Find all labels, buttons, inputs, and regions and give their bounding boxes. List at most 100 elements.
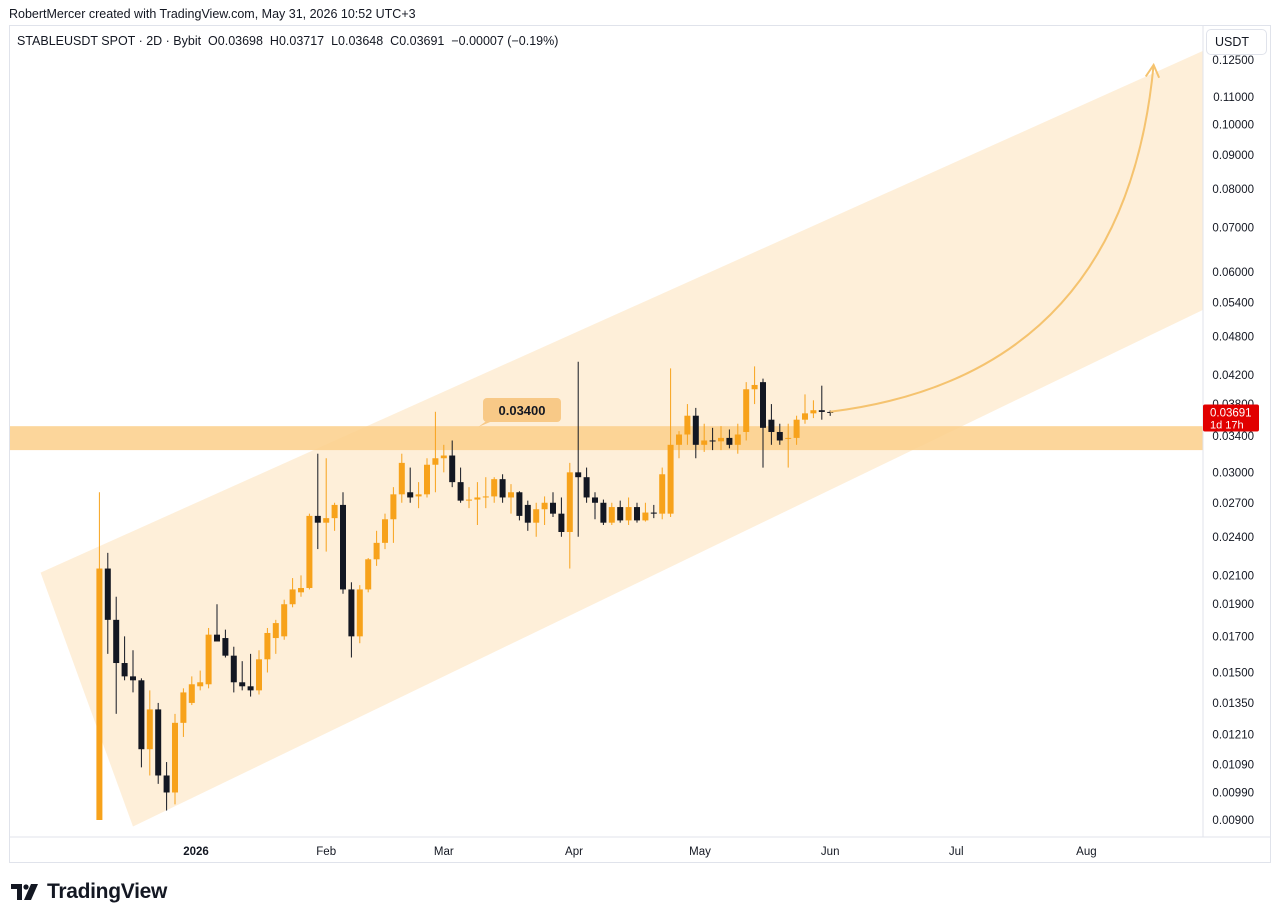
candle (810, 400, 817, 419)
support-zone (10, 426, 1203, 451)
price-tick-label: 0.01090 (1212, 760, 1254, 772)
candle-body (390, 494, 397, 520)
currency-button[interactable]: USDT (1206, 29, 1267, 55)
candle (692, 407, 699, 459)
candle-body (541, 502, 548, 510)
projection-curve (830, 64, 1155, 413)
candle-body (608, 507, 615, 523)
close-value: 0.03691 (399, 34, 445, 48)
candle-body (373, 542, 380, 560)
candle (298, 575, 304, 597)
candle (793, 415, 800, 445)
candle (751, 366, 758, 405)
candle (172, 713, 178, 805)
candle-body (751, 384, 758, 390)
candles (96, 361, 834, 820)
candle (566, 462, 573, 569)
candle-body (650, 512, 657, 514)
time-tick-label: Feb (316, 846, 336, 858)
candle-body (121, 663, 128, 677)
candle-body (130, 676, 136, 681)
candle (247, 653, 254, 697)
candle (398, 453, 405, 503)
candle-body (113, 619, 120, 664)
candle-body (482, 496, 489, 498)
time-tick-label: 2026 (183, 846, 209, 858)
arrowhead (1144, 62, 1161, 79)
price-tick-label: 0.03400 (1212, 431, 1254, 443)
price-tick-label: 0.00900 (1212, 815, 1254, 827)
candle (155, 702, 162, 784)
price-tick-label: 0.04800 (1212, 332, 1254, 344)
price-tick-label: 0.02100 (1212, 570, 1254, 582)
candle (558, 497, 565, 537)
candle (709, 427, 716, 451)
candle-body (146, 709, 153, 750)
candle-body (104, 568, 111, 620)
price-tick-label: 0.12500 (1212, 55, 1254, 67)
candle (474, 482, 481, 525)
candle (684, 404, 691, 445)
candle-body (592, 497, 598, 503)
symbol-name: STABLEUSDT SPOT · 2D · Bybit (17, 34, 202, 48)
candle (188, 676, 195, 706)
candle-body (701, 440, 708, 445)
candle (516, 491, 523, 521)
candle-body (600, 502, 607, 523)
candle-body (676, 434, 682, 445)
time-tick-label: May (689, 846, 711, 858)
open-value: 0.03698 (217, 34, 263, 48)
candle (743, 382, 750, 441)
candle (424, 458, 430, 498)
time-tick-label: Jun (821, 846, 840, 858)
candle-body (566, 472, 573, 533)
candle-body (348, 589, 355, 637)
price-axis: 0.12500 0.11000 0.10000 0.09000 0.08000 0.070… (1202, 26, 1254, 837)
high-label: H (269, 34, 279, 48)
candle-body (440, 455, 447, 459)
candle-body (810, 410, 817, 414)
candle-body (718, 437, 724, 442)
candle-body (298, 587, 304, 593)
candle (449, 440, 456, 488)
candle (608, 502, 615, 525)
candle-body (96, 568, 103, 820)
candle (340, 492, 346, 594)
time-axis: 2026 Feb Mar Apr May Jun Jul Aug (10, 836, 1270, 858)
candle (96, 492, 103, 820)
candle (281, 599, 288, 640)
candle (146, 690, 153, 776)
candle-body (323, 518, 330, 523)
candle (524, 500, 531, 531)
candle (197, 670, 204, 691)
candle (163, 762, 170, 811)
open-label: O (208, 34, 218, 48)
candle (356, 585, 363, 644)
candle-body (734, 434, 741, 445)
candle-body (634, 507, 640, 521)
candle-body (356, 589, 363, 637)
price-tick-label: 0.08000 (1212, 184, 1254, 196)
candle-body (474, 497, 481, 500)
price-tick-label: 0.06000 (1212, 267, 1254, 279)
candle-body (692, 415, 699, 445)
brand: TradingView (11, 880, 167, 904)
chart-credit: RobertMercer created with TradingView.co… (9, 7, 416, 21)
candle (264, 627, 271, 673)
time-tick-label: Aug (1076, 846, 1096, 858)
candle (541, 496, 548, 525)
candle (272, 619, 279, 654)
support-level-label: 0.03400 (478, 398, 561, 428)
candle (113, 596, 120, 714)
time-tick-label: Jul (949, 846, 964, 858)
candle (760, 378, 766, 468)
candle (457, 467, 464, 503)
candle (508, 484, 514, 514)
candle-body (499, 479, 506, 498)
candle (533, 502, 540, 537)
candle (415, 482, 422, 509)
candle-body (331, 504, 338, 519)
candle-body (247, 686, 254, 691)
